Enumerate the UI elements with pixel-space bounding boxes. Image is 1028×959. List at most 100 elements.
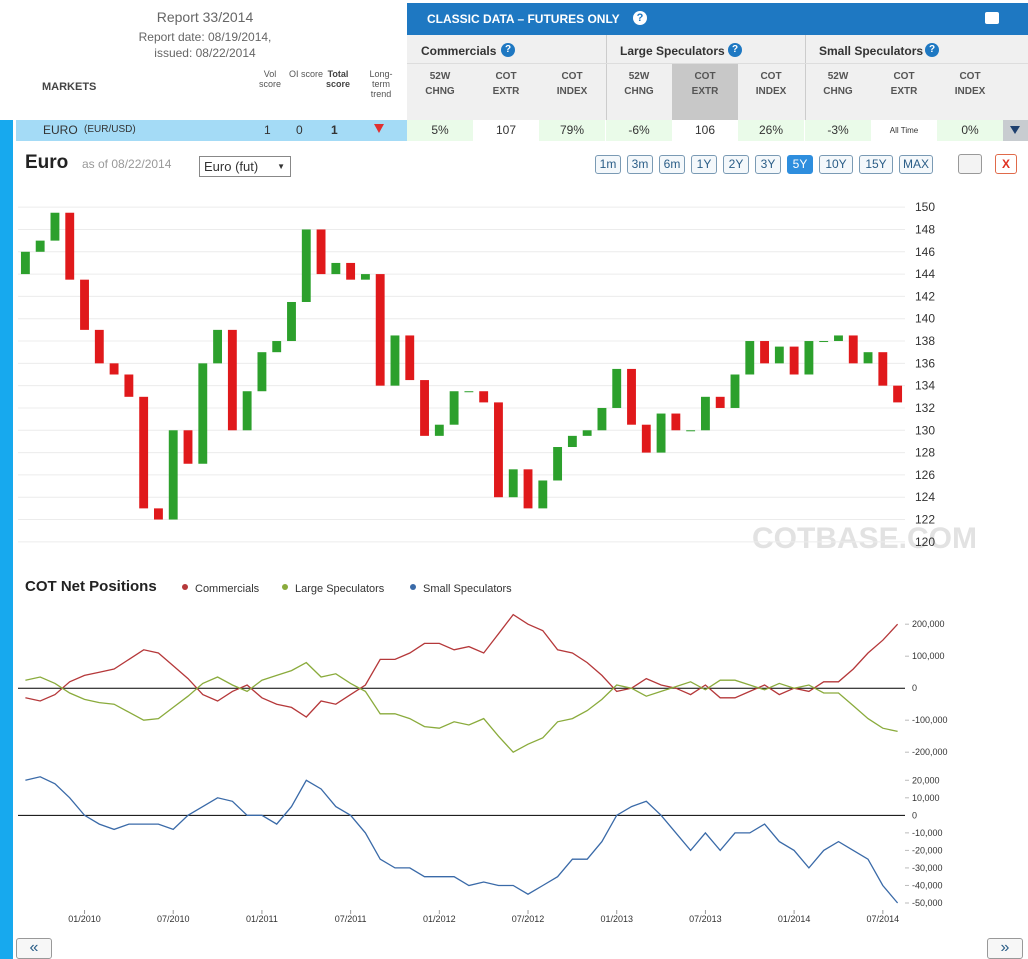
legend-label: Small Speculators — [423, 583, 512, 595]
next-button[interactable]: » — [987, 938, 1023, 959]
range-button[interactable]: MAX — [899, 155, 933, 174]
group-help[interactable]: ? — [501, 43, 515, 57]
candle — [893, 385, 903, 403]
y-tick-label: 146 — [915, 245, 935, 259]
y-tick-label: 150 — [915, 200, 935, 214]
y-tick-label: 140 — [915, 312, 935, 326]
candle — [774, 346, 784, 364]
candle — [242, 391, 252, 431]
markets-header: MARKETS — [42, 81, 97, 93]
prev-button[interactable]: « — [16, 938, 52, 959]
cell: -3% — [805, 120, 871, 141]
candle — [331, 262, 341, 275]
candle — [715, 396, 725, 408]
y-tick-label: 130 — [915, 423, 935, 437]
range-button[interactable]: 10Y — [819, 155, 853, 174]
subcolumn-header: COT INDEX — [755, 71, 787, 97]
candle — [360, 274, 370, 280]
candle — [80, 279, 89, 330]
y-tick-label: 128 — [915, 446, 935, 460]
range-button[interactable]: 5Y — [787, 155, 813, 174]
print-icon[interactable] — [985, 12, 999, 24]
x-tick-label: 07/2012 — [512, 914, 545, 924]
candle — [760, 341, 769, 364]
candle — [464, 391, 474, 393]
range-button[interactable]: 2Y — [723, 155, 749, 174]
y-tick-label: 126 — [915, 468, 935, 482]
legend-marker — [282, 584, 288, 590]
cell: 0% — [937, 120, 1003, 141]
y-tick-label: -200,000 — [912, 747, 948, 757]
x-tick-label: 01/2013 — [600, 914, 633, 924]
cell: -6% — [606, 120, 672, 141]
subcolumn-header: 52W CHNG — [425, 71, 455, 97]
y-tick-label: 142 — [915, 289, 935, 303]
range-button[interactable]: 15Y — [859, 155, 893, 174]
series-line — [25, 613, 899, 718]
candle — [20, 251, 30, 275]
x-tick-label: 07/2011 — [335, 914, 367, 924]
candle — [449, 391, 459, 425]
cell: 107 — [473, 120, 539, 141]
candle — [434, 424, 444, 436]
cell: 26% — [738, 120, 804, 141]
candle — [597, 407, 607, 431]
candle — [538, 480, 548, 509]
head-divider — [407, 63, 1028, 64]
candle — [390, 335, 400, 386]
x-tick-label: 01/2010 — [68, 914, 101, 924]
range-button[interactable]: 1m — [595, 155, 621, 174]
candle — [375, 274, 385, 386]
expand[interactable] — [1003, 120, 1028, 141]
close-button[interactable]: X — [995, 154, 1017, 174]
series-line — [25, 661, 898, 754]
x-tick-label: 07/2014 — [867, 914, 900, 924]
candle — [183, 430, 193, 464]
candle — [700, 396, 710, 431]
report-date: Report date: 08/19/2014, — [138, 30, 272, 44]
subcolumn-header: COT INDEX — [556, 71, 588, 97]
candle — [730, 374, 740, 408]
group-help[interactable]: ? — [925, 43, 939, 57]
cell: All Time — [871, 120, 937, 141]
market-select[interactable]: Euro (fut) ▼ — [199, 156, 291, 177]
select-arrow: ▼ — [277, 162, 285, 171]
row-left: EURO (EUR/USD) 1 0 1 — [16, 120, 407, 141]
range-button[interactable]: 3Y — [755, 155, 781, 174]
candle — [50, 212, 60, 241]
y-tick-label: -40,000 — [912, 880, 943, 890]
candle — [154, 508, 163, 520]
y-tick-label: -30,000 — [912, 863, 943, 873]
candle — [479, 391, 489, 403]
candle — [848, 335, 858, 364]
candle — [878, 352, 888, 386]
candle — [109, 363, 119, 375]
candle — [198, 363, 208, 464]
watermark: COTBASE.COM — [752, 522, 977, 555]
sorted-column — [672, 63, 738, 120]
help-icon[interactable]: ? — [633, 11, 647, 25]
range-button[interactable]: 1Y — [691, 155, 717, 174]
candle — [686, 430, 696, 432]
y-tick-label: 134 — [915, 379, 935, 393]
legend-marker — [410, 584, 416, 590]
range-button[interactable]: 6m — [659, 155, 685, 174]
candle — [612, 368, 622, 408]
group-header: Commercials — [421, 44, 497, 58]
candle — [168, 430, 178, 520]
candle — [789, 346, 799, 375]
range-button[interactable]: 3m — [627, 155, 653, 174]
candle — [65, 212, 75, 280]
y-tick-label: -10,000 — [912, 828, 943, 838]
subcolumn-header: 52W CHNG — [624, 71, 654, 97]
symbol: (EUR/USD) — [84, 124, 136, 135]
candle — [627, 368, 636, 425]
print-button[interactable] — [958, 154, 982, 174]
group-header: Small Speculators — [819, 44, 924, 58]
y-tick-label: 0 — [912, 683, 917, 693]
y-tick-label: 148 — [915, 222, 935, 236]
candle — [405, 335, 415, 381]
group-help[interactable]: ? — [728, 43, 742, 57]
candle — [819, 341, 829, 343]
trend-header: Long-term trend — [369, 69, 393, 99]
